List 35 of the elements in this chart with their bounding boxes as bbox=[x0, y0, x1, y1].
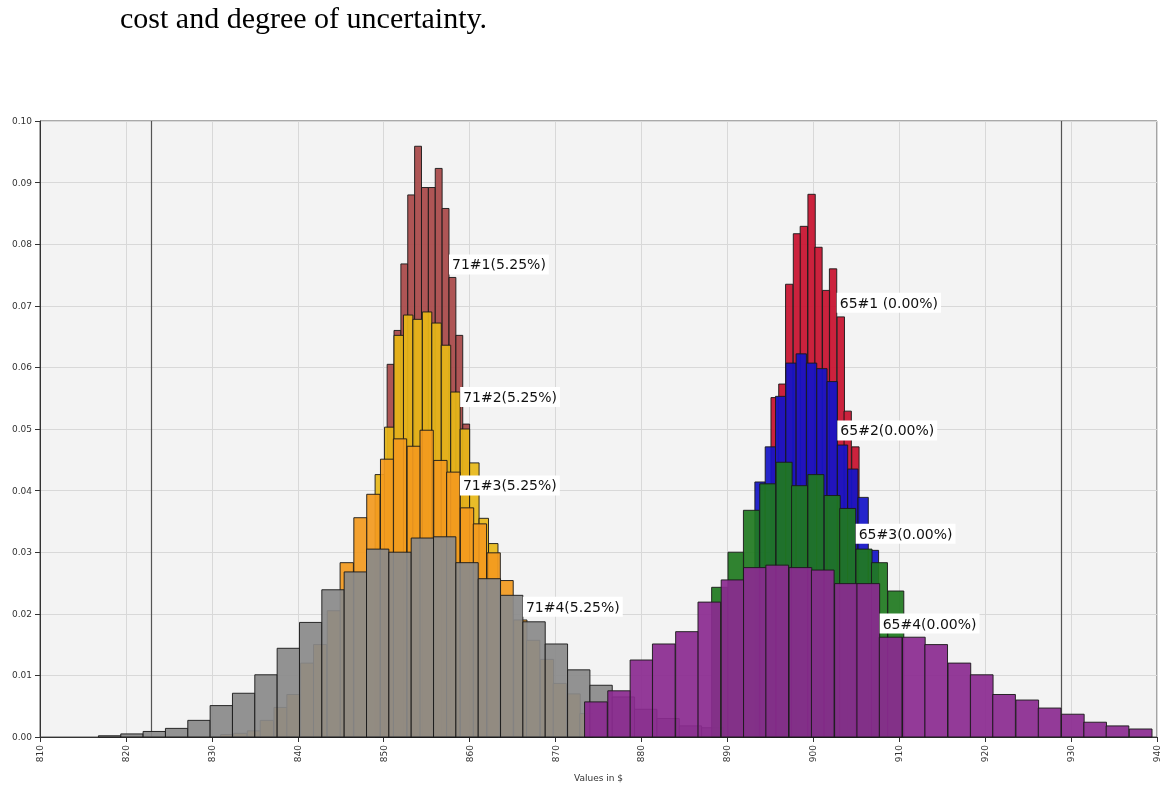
y-tick-label: 0.10 bbox=[11, 116, 33, 126]
x-tick-label: 940 bbox=[1152, 744, 1162, 763]
x-tick-label: 930 bbox=[1066, 744, 1077, 763]
series-label: 71#3(5.25%) bbox=[462, 477, 557, 494]
x-tick-label: 830 bbox=[206, 744, 217, 763]
y-tick-label: 0.02 bbox=[11, 608, 32, 619]
y-tick-label: 0.04 bbox=[11, 485, 33, 496]
y-tick-label: 0.07 bbox=[11, 300, 32, 311]
x-tick-label: 860 bbox=[464, 744, 475, 763]
series-label: 65#3(0.00%) bbox=[858, 525, 953, 542]
y-tick-label: 0.03 bbox=[11, 547, 32, 558]
x-tick-label: 840 bbox=[292, 744, 303, 763]
series-label: 71#4(5.25%) bbox=[525, 598, 620, 615]
x-tick-label: 850 bbox=[378, 744, 389, 763]
y-tick-label: 0.06 bbox=[11, 362, 33, 373]
x-tick-label: 900 bbox=[808, 744, 819, 763]
x-tick-label: 910 bbox=[894, 744, 905, 763]
series-label: 65#4(0.00%) bbox=[882, 615, 977, 632]
x-tick-label: 920 bbox=[980, 744, 991, 763]
x-tick-label: 870 bbox=[550, 744, 561, 763]
series-label: 65#2(0.00%) bbox=[840, 422, 935, 439]
series-label: 65#1 (0.00%) bbox=[839, 294, 939, 311]
y-tick-label: 0.08 bbox=[11, 239, 33, 250]
y-tick-label: 0.05 bbox=[11, 424, 32, 434]
y-tick-label: 0.00 bbox=[11, 732, 33, 742]
text: cost and degree of uncertainty. bbox=[120, 0, 488, 34]
series-label: 71#2(5.25%) bbox=[463, 388, 558, 405]
x-tick-label: 810 bbox=[35, 744, 45, 763]
x-tick-label: 890 bbox=[722, 744, 733, 763]
x-axis-title: Values in $ bbox=[573, 772, 624, 783]
y-tick-label: 0.01 bbox=[11, 670, 32, 681]
y-tick-label: 0.09 bbox=[11, 177, 33, 188]
series-label: 71#1(5.25%) bbox=[451, 256, 546, 273]
x-tick-label: 820 bbox=[120, 744, 131, 763]
x-tick-label: 880 bbox=[636, 744, 647, 763]
